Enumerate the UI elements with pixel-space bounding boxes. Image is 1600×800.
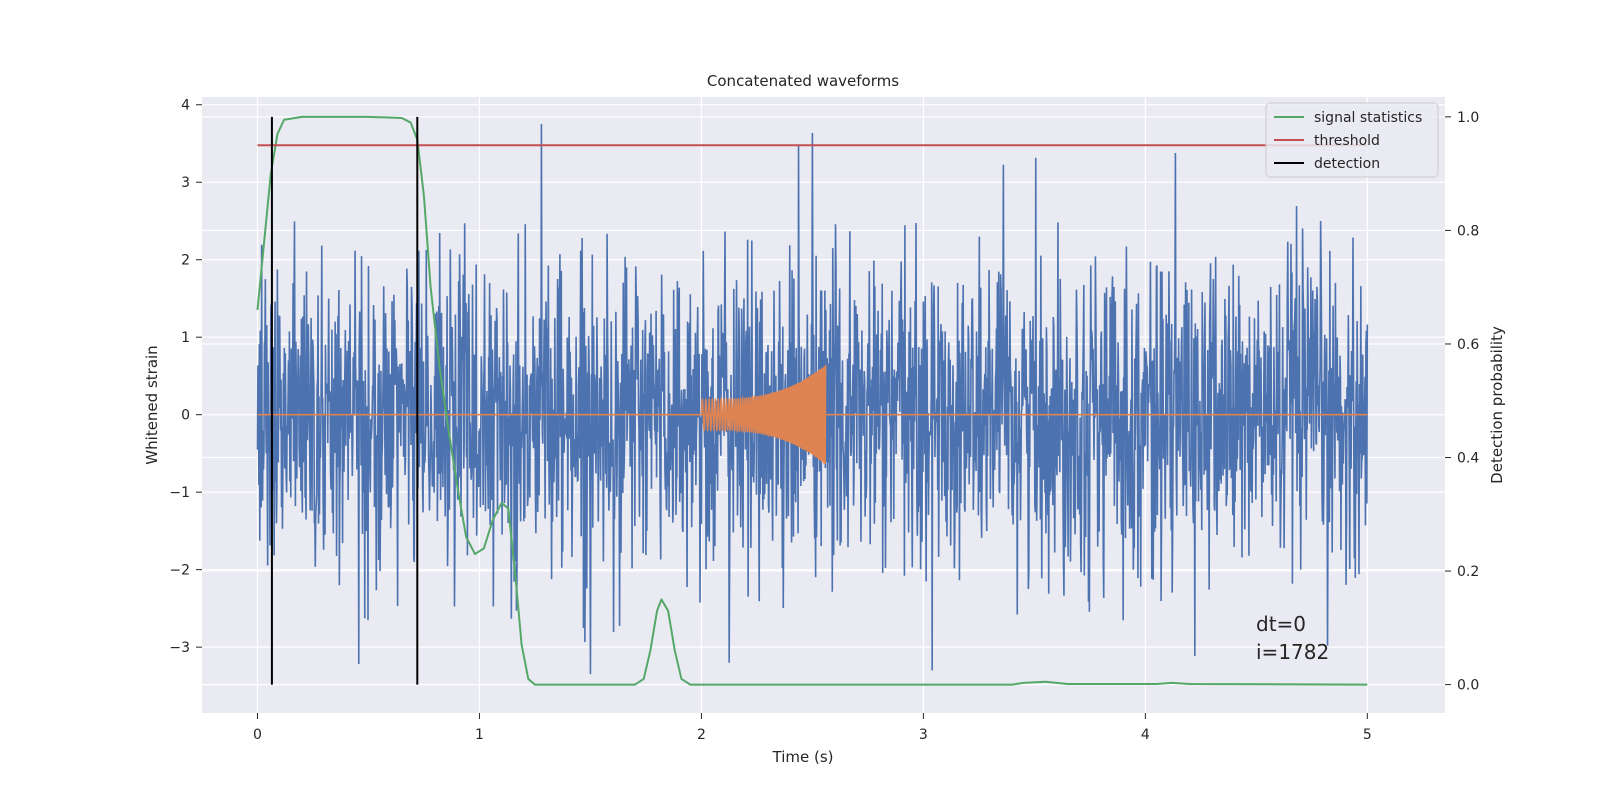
x-tick-label: 3 bbox=[919, 727, 928, 743]
chirp-series-line bbox=[700, 364, 827, 465]
y-axis-right: 0.0 0.2 0.4 0.6 0.8 1.0 bbox=[1445, 110, 1479, 694]
noise-series-line bbox=[256, 124, 1369, 675]
y-tick-label: 4 bbox=[181, 98, 190, 114]
x-tick-label: 2 bbox=[697, 727, 706, 743]
y2-tick-label: 0.6 bbox=[1457, 337, 1479, 353]
y-tick-label: 1 bbox=[181, 330, 190, 346]
y2-tick-label: 0.4 bbox=[1457, 451, 1479, 467]
x-tick-label: 5 bbox=[1363, 727, 1372, 743]
series-layer bbox=[256, 115, 1369, 686]
x-tick-label: 0 bbox=[253, 727, 262, 743]
x-tick-label: 1 bbox=[475, 727, 484, 743]
x-axis: 0 1 2 3 4 5 bbox=[253, 713, 1372, 743]
chart-title: Concatenated waveforms bbox=[707, 72, 899, 90]
annotation-index: i=1782 bbox=[1256, 640, 1329, 664]
y-axis-label: Whitened strain bbox=[143, 345, 161, 464]
x-tick-label: 4 bbox=[1141, 727, 1150, 743]
signal-statistics-line bbox=[256, 115, 1368, 686]
y-tick-label: −1 bbox=[169, 485, 190, 501]
legend-box bbox=[1265, 102, 1439, 178]
x-axis-label: Time (s) bbox=[772, 748, 834, 766]
y-tick-label: −3 bbox=[169, 640, 190, 656]
y-tick-label: −2 bbox=[169, 563, 190, 579]
y2-tick-label: 0.2 bbox=[1457, 564, 1479, 580]
y-tick-label: 2 bbox=[181, 253, 190, 269]
legend-label: threshold bbox=[1314, 133, 1380, 149]
y-axis-left: −3 −2 −1 0 1 2 3 4 bbox=[169, 98, 202, 656]
y-tick-label: 0 bbox=[181, 408, 190, 424]
legend-label: detection bbox=[1314, 156, 1380, 172]
y2-tick-label: 0.0 bbox=[1457, 678, 1479, 694]
y2-axis-label: Detection probability bbox=[1488, 326, 1506, 484]
y2-tick-label: 0.8 bbox=[1457, 223, 1479, 239]
legend: signal statistics threshold detection bbox=[1265, 102, 1439, 178]
y-tick-label: 3 bbox=[181, 175, 190, 191]
legend-label: signal statistics bbox=[1314, 110, 1422, 126]
y2-tick-label: 1.0 bbox=[1457, 110, 1479, 126]
annotation-dt: dt=0 bbox=[1256, 612, 1306, 636]
